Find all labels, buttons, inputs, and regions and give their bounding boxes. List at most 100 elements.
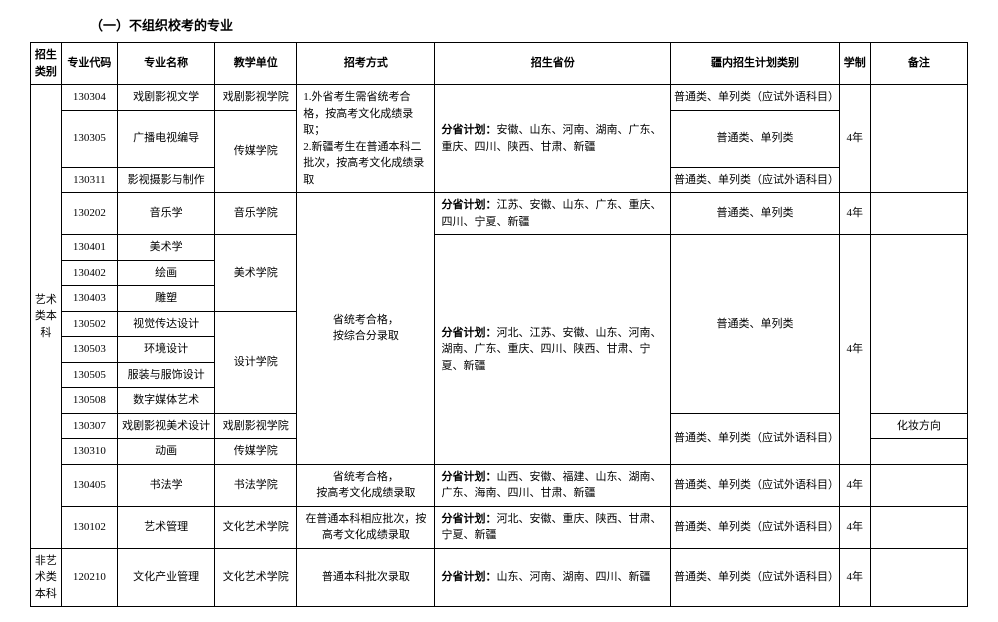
cell-name: 戏剧影视文学 xyxy=(118,85,215,111)
cell-unit: 传媒学院 xyxy=(215,439,297,465)
cell-province: 分省计划：河北、江苏、安徽、山东、河南、湖南、广东、重庆、四川、陕西、甘肃、宁夏… xyxy=(435,235,671,465)
cell-unit: 戏剧影视学院 xyxy=(215,85,297,111)
table-row: 130405 书法学 书法学院 省统考合格， 按高考文化成绩录取 分省计划：山西… xyxy=(31,464,968,506)
cell-code: 130305 xyxy=(61,110,117,167)
table-row: 130102 艺术管理 文化艺术学院 在普通本科相应批次，按高考文化成绩录取 分… xyxy=(31,506,968,548)
cell-name: 音乐学 xyxy=(118,193,215,235)
cell-unit: 传媒学院 xyxy=(215,110,297,193)
category-nonart: 非艺术类本科 xyxy=(31,548,62,607)
h-note: 备注 xyxy=(870,43,967,85)
prov-label: 分省计划： xyxy=(441,327,496,339)
cell-code: 130405 xyxy=(61,464,117,506)
cell-name: 动画 xyxy=(118,439,215,465)
cell-code: 130304 xyxy=(61,85,117,111)
cell-name: 数字媒体艺术 xyxy=(118,388,215,414)
h-plan: 疆内招生计划类别 xyxy=(670,43,839,85)
cell-method: 普通本科批次录取 xyxy=(297,548,435,607)
cell-term: 4年 xyxy=(839,235,870,465)
h-province: 招生省份 xyxy=(435,43,671,85)
prov-label: 分省计划： xyxy=(441,571,496,583)
section-title: （一）不组织校考的专业 xyxy=(90,15,968,34)
cell-note xyxy=(870,439,967,465)
cell-name: 雕塑 xyxy=(118,286,215,312)
prov-label: 分省计划： xyxy=(441,199,496,211)
cell-method: 省统考合格， 按综合分录取 xyxy=(297,193,435,465)
h-category: 招生类别 xyxy=(31,43,62,85)
cell-note xyxy=(870,506,967,548)
table-row: 130401 美术学 美术学院 分省计划：河北、江苏、安徽、山东、河南、湖南、广… xyxy=(31,235,968,261)
cell-method: 省统考合格， 按高考文化成绩录取 xyxy=(297,464,435,506)
cell-unit: 文化艺术学院 xyxy=(215,506,297,548)
cell-name: 服装与服饰设计 xyxy=(118,362,215,388)
prov-label: 分省计划： xyxy=(441,471,496,483)
cell-code: 130508 xyxy=(61,388,117,414)
cell-province: 分省计划：山东、河南、湖南、四川、新疆 xyxy=(435,548,671,607)
cell-note xyxy=(870,193,967,235)
cell-name: 文化产业管理 xyxy=(118,548,215,607)
cell-name: 绘画 xyxy=(118,260,215,286)
h-code: 专业代码 xyxy=(61,43,117,85)
cell-note: 化妆方向 xyxy=(870,413,967,439)
cell-unit: 戏剧影视学院 xyxy=(215,413,297,439)
admissions-table: 招生类别 专业代码 专业名称 教学单位 招考方式 招生省份 疆内招生计划类别 学… xyxy=(30,42,968,607)
cell-code: 130402 xyxy=(61,260,117,286)
cell-plan: 普通类、单列类（应试外语科目） xyxy=(670,506,839,548)
cell-unit: 美术学院 xyxy=(215,235,297,312)
cell-code: 130401 xyxy=(61,235,117,261)
cell-code: 130311 xyxy=(61,167,117,193)
prov-label: 分省计划： xyxy=(441,124,496,136)
cell-code: 120210 xyxy=(61,548,117,607)
cell-code: 130102 xyxy=(61,506,117,548)
cell-term: 4年 xyxy=(839,85,870,193)
cell-code: 130502 xyxy=(61,311,117,337)
cell-plan: 普通类、单列类 xyxy=(670,110,839,167)
table-row: 艺术类本科 130304 戏剧影视文学 戏剧影视学院 1.外省考生需省统考合格，… xyxy=(31,85,968,111)
cell-name: 艺术管理 xyxy=(118,506,215,548)
cell-name: 戏剧影视美术设计 xyxy=(118,413,215,439)
cell-name: 视觉传达设计 xyxy=(118,311,215,337)
cell-plan: 普通类、单列类（应试外语科目） xyxy=(670,548,839,607)
cell-code: 130503 xyxy=(61,337,117,363)
cell-province: 分省计划：江苏、安徽、山东、广东、重庆、四川、宁夏、新疆 xyxy=(435,193,671,235)
table-row: 130202 音乐学 音乐学院 省统考合格， 按综合分录取 分省计划：江苏、安徽… xyxy=(31,193,968,235)
cell-unit: 书法学院 xyxy=(215,464,297,506)
cell-term: 4年 xyxy=(839,548,870,607)
cell-unit: 音乐学院 xyxy=(215,193,297,235)
cell-plan: 普通类、单列类 xyxy=(670,235,839,414)
prov-text: 山东、河南、湖南、四川、新疆 xyxy=(496,571,650,583)
cell-note xyxy=(870,464,967,506)
cell-term: 4年 xyxy=(839,464,870,506)
cell-name: 美术学 xyxy=(118,235,215,261)
prov-label: 分省计划： xyxy=(441,513,496,525)
category-art: 艺术类本科 xyxy=(31,85,62,549)
cell-term: 4年 xyxy=(839,193,870,235)
cell-name: 书法学 xyxy=(118,464,215,506)
cell-province: 分省计划：山西、安徽、福建、山东、湖南、广东、海南、四川、甘肃、新疆 xyxy=(435,464,671,506)
h-method: 招考方式 xyxy=(297,43,435,85)
h-term: 学制 xyxy=(839,43,870,85)
cell-plan: 普通类、单列类（应试外语科目） xyxy=(670,464,839,506)
cell-plan: 普通类、单列类 xyxy=(670,193,839,235)
header-row: 招生类别 专业代码 专业名称 教学单位 招考方式 招生省份 疆内招生计划类别 学… xyxy=(31,43,968,85)
cell-method: 在普通本科相应批次，按高考文化成绩录取 xyxy=(297,506,435,548)
cell-name: 广播电视编导 xyxy=(118,110,215,167)
table-row: 非艺术类本科 120210 文化产业管理 文化艺术学院 普通本科批次录取 分省计… xyxy=(31,548,968,607)
h-unit: 教学单位 xyxy=(215,43,297,85)
cell-code: 130307 xyxy=(61,413,117,439)
cell-code: 130310 xyxy=(61,439,117,465)
cell-code: 130403 xyxy=(61,286,117,312)
cell-plan: 普通类、单列类（应试外语科目） xyxy=(670,167,839,193)
cell-term: 4年 xyxy=(839,506,870,548)
cell-code: 130202 xyxy=(61,193,117,235)
cell-note xyxy=(870,235,967,414)
cell-method: 1.外省考生需省统考合格，按高考文化成绩录取； 2.新疆考生在普通本科二批次，按… xyxy=(297,85,435,193)
cell-province: 分省计划：安徽、山东、河南、湖南、广东、重庆、四川、陕西、甘肃、新疆 xyxy=(435,85,671,193)
cell-name: 环境设计 xyxy=(118,337,215,363)
cell-province: 分省计划：河北、安徽、重庆、陕西、甘肃、宁夏、新疆 xyxy=(435,506,671,548)
cell-note xyxy=(870,548,967,607)
cell-unit: 设计学院 xyxy=(215,311,297,413)
cell-plan: 普通类、单列类（应试外语科目） xyxy=(670,413,839,464)
cell-unit: 文化艺术学院 xyxy=(215,548,297,607)
cell-note xyxy=(870,85,967,193)
cell-plan: 普通类、单列类（应试外语科目） xyxy=(670,85,839,111)
